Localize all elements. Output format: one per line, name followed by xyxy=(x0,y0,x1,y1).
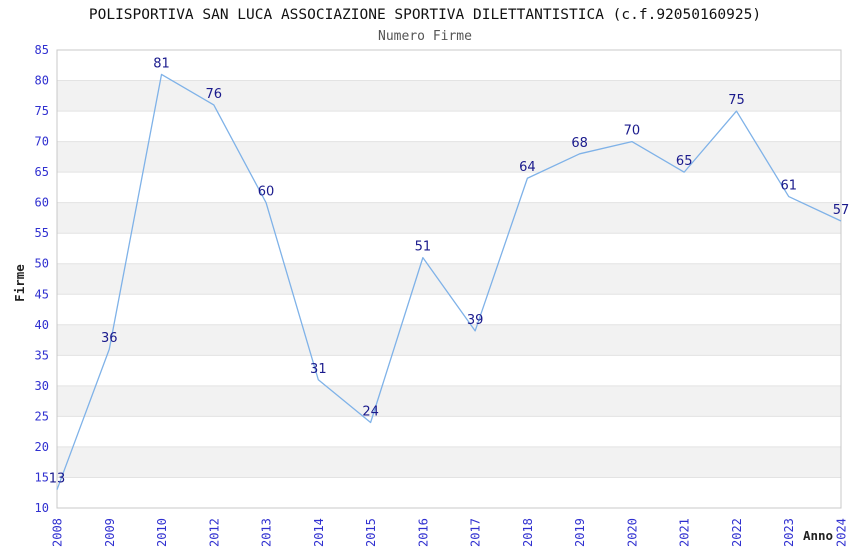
data-label: 31 xyxy=(310,362,327,377)
y-tick-label: 20 xyxy=(35,440,49,454)
x-tick-label: 2021 xyxy=(678,518,692,547)
y-tick-label: 70 xyxy=(35,135,49,149)
y-tick-label: 65 xyxy=(35,165,49,179)
data-label: 60 xyxy=(258,185,275,200)
x-tick-label: 2013 xyxy=(260,518,274,547)
plot-band xyxy=(57,263,841,295)
x-tick-label: 2010 xyxy=(155,518,169,547)
data-label: 36 xyxy=(101,331,118,346)
x-tick-label: 2024 xyxy=(835,518,849,547)
y-tick-label: 25 xyxy=(35,409,49,423)
x-tick-label: 2017 xyxy=(469,518,483,547)
x-tick-label: 2014 xyxy=(312,518,326,547)
data-labels: 13 36 81 76 60 31 24 51 39 64 68 70 65 75 61 57 xyxy=(49,56,850,486)
data-label: 24 xyxy=(362,405,379,420)
y-tick-label: 10 xyxy=(35,501,49,515)
y-tick-label: 35 xyxy=(35,348,49,362)
data-label: 57 xyxy=(833,203,850,218)
data-label: 51 xyxy=(415,240,432,255)
y-tick-label: 30 xyxy=(35,379,49,393)
y-tick-label: 50 xyxy=(35,257,49,271)
plot-band xyxy=(57,202,841,234)
y-tick-label: 80 xyxy=(35,74,49,88)
y-tick-label: 55 xyxy=(35,226,49,240)
y-tick-label: 15 xyxy=(35,470,49,484)
series-line-group xyxy=(56,73,842,490)
data-label: 64 xyxy=(519,160,536,175)
y-tick-label: 75 xyxy=(35,104,49,118)
x-tick-label: 2009 xyxy=(103,518,117,547)
x-tick-label: 2008 xyxy=(51,518,65,547)
y-axis-tick-labels: 10 15 20 25 30 35 40 45 50 55 60 65 70 75 80 85 xyxy=(35,43,49,515)
x-tick-label: 2018 xyxy=(521,518,535,547)
chart-subtitle: Numero Firme xyxy=(378,29,472,44)
data-label: 13 xyxy=(49,472,66,487)
x-tick-label: 2012 xyxy=(207,518,221,547)
y-axis-title: Firme xyxy=(12,264,27,302)
x-tick-label: 2023 xyxy=(782,518,796,547)
x-axis-tick-labels: 2008 2009 2010 2012 2013 2014 2015 2016 2017 2018… xyxy=(51,518,849,547)
data-label: 65 xyxy=(676,154,693,169)
data-label: 81 xyxy=(153,56,170,71)
plot-band xyxy=(57,141,841,173)
x-tick-label: 2016 xyxy=(416,518,430,547)
plot-bands xyxy=(57,80,841,478)
y-tick-label: 60 xyxy=(35,196,49,210)
chart-title: POLISPORTIVA SAN LUCA ASSOCIAZIONE SPORT… xyxy=(89,7,761,23)
data-label: 70 xyxy=(624,124,641,139)
plot-band xyxy=(57,324,841,356)
plot-border xyxy=(56,49,842,509)
plot-band xyxy=(57,385,841,417)
data-label: 39 xyxy=(467,313,484,328)
y-tick-label: 40 xyxy=(35,318,49,332)
x-axis-title: Anno xyxy=(803,528,833,543)
data-label: 75 xyxy=(728,93,745,108)
data-label: 76 xyxy=(206,87,223,102)
data-label: 61 xyxy=(780,179,797,194)
series-line xyxy=(56,73,842,490)
x-tick-label: 2020 xyxy=(625,518,639,547)
data-label: 68 xyxy=(571,136,588,151)
y-tick-label: 45 xyxy=(35,287,49,301)
x-tick-label: 2019 xyxy=(573,518,587,547)
plot-band xyxy=(57,80,841,112)
plot-band xyxy=(57,446,841,478)
y-tick-label: 85 xyxy=(35,43,49,57)
x-tick-label: 2015 xyxy=(364,518,378,547)
x-tick-label: 2022 xyxy=(730,518,744,547)
